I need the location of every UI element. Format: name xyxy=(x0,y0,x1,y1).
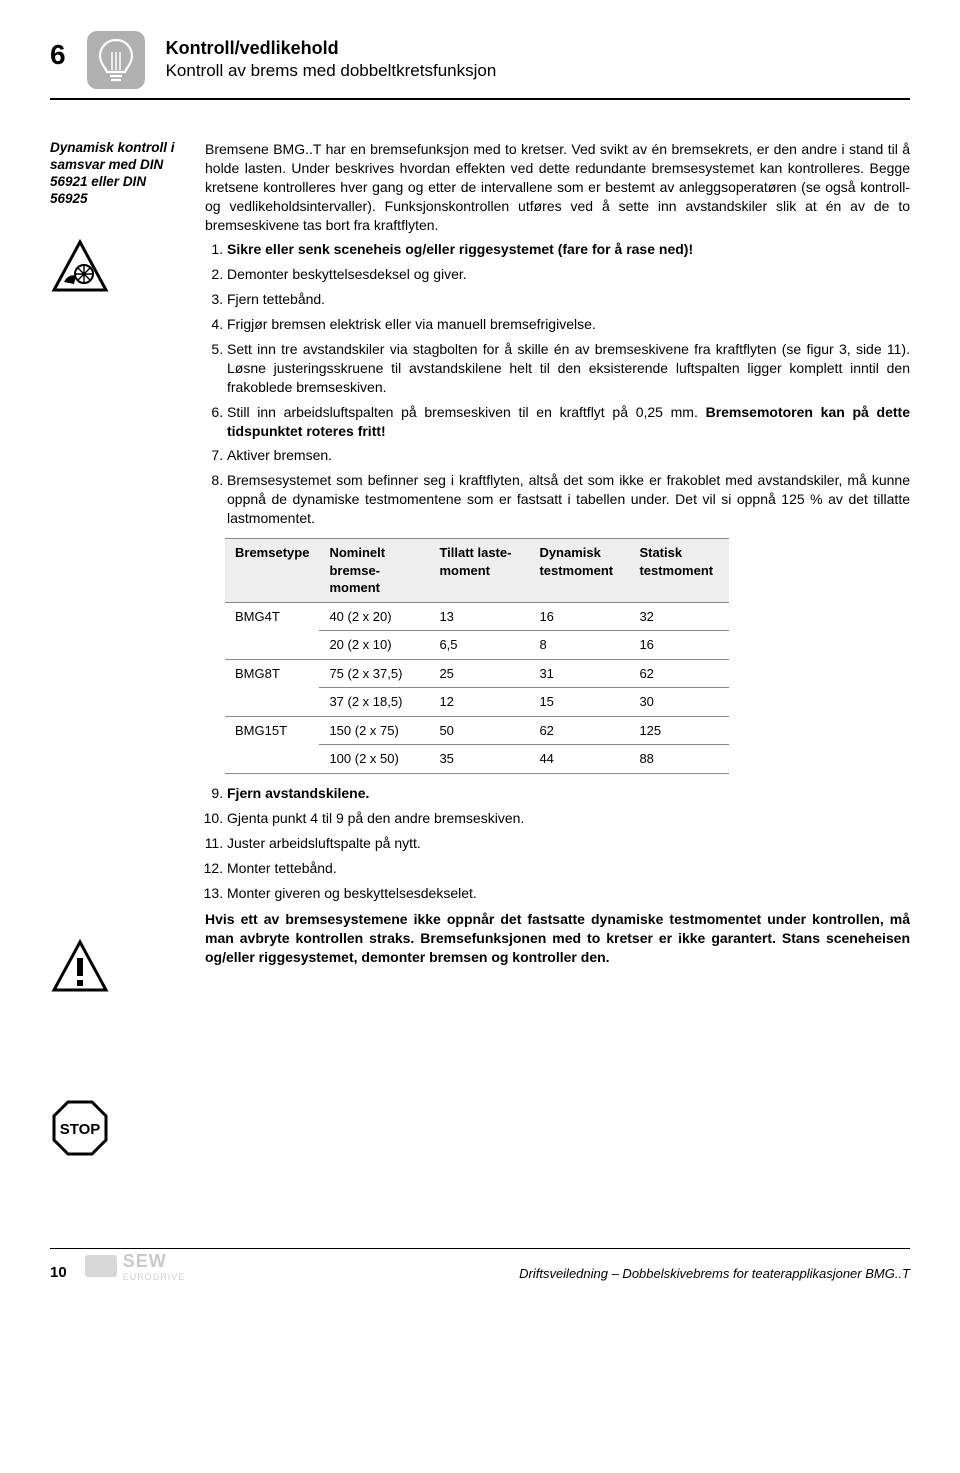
hand-warning-icon xyxy=(50,238,110,298)
caution-icon xyxy=(50,938,110,998)
stop-icon: STOP xyxy=(50,1098,110,1158)
svg-text:STOP: STOP xyxy=(60,1121,101,1138)
footer-text: Driftsveiledning – Dobbelskivebrems for … xyxy=(519,1265,910,1283)
page-number: 10 xyxy=(50,1263,67,1283)
steps-list-2: Fjern avstandskilene. Gjenta punkt 4 til… xyxy=(205,784,910,902)
table-row: BMG8T 75 (2 x 37,5) 25 31 62 xyxy=(225,659,729,688)
step-5: Sett inn tre avstandskiler via stagbolte… xyxy=(227,340,910,397)
content-row: Dynamisk kontroll i samsvar med DIN 5692… xyxy=(50,140,910,1198)
col-load: Tillatt laste-moment xyxy=(429,539,529,603)
brake-table: Bremsetype Nominelt bremse-moment Tillat… xyxy=(225,538,729,774)
table-header-row: Bremsetype Nominelt bremse-moment Tillat… xyxy=(225,539,729,603)
sidebar: Dynamisk kontroll i samsvar med DIN 5692… xyxy=(50,140,205,1198)
step-9: Fjern avstandskilene. xyxy=(227,784,910,803)
col-type: Bremsetype xyxy=(225,539,319,603)
lightbulb-icon xyxy=(86,30,146,90)
page-header: 6 Kontroll/vedlikehold Kontroll av brems… xyxy=(50,30,910,100)
col-dynamic: Dynamisk testmoment xyxy=(529,539,629,603)
step-3: Fjern tettebånd. xyxy=(227,290,910,309)
sidebar-heading: Dynamisk kontroll i samsvar med DIN 5692… xyxy=(50,140,187,208)
table-row: BMG15T 150 (2 x 75) 50 62 125 xyxy=(225,716,729,745)
step-11: Juster arbeidsluftspalte på nytt. xyxy=(227,834,910,853)
step-13: Monter giveren og beskyttelsesdekselet. xyxy=(227,884,910,903)
page-footer: 10 SEW EURODRIVE Driftsveiledning – Dobb… xyxy=(50,1248,910,1283)
logo-mark-icon xyxy=(85,1255,117,1277)
sew-logo: SEW EURODRIVE xyxy=(85,1249,186,1283)
header-titles: Kontroll/vedlikehold Kontroll av brems m… xyxy=(166,30,497,83)
header-title: Kontroll/vedlikehold xyxy=(166,36,497,60)
chapter-number: 6 xyxy=(50,30,66,74)
step-7: Aktiver bremsen. xyxy=(227,446,910,465)
step-2: Demonter beskyttelsesdeksel og giver. xyxy=(227,265,910,284)
main-content: Bremsene BMG..T har en bremsefunksjon me… xyxy=(205,140,910,1198)
step-4: Frigjør bremsen elektrisk eller via manu… xyxy=(227,315,910,334)
col-static: Statisk testmoment xyxy=(629,539,729,603)
step-1: Sikre eller senk sceneheis og/eller rigg… xyxy=(227,240,910,259)
header-subtitle: Kontroll av brems med dobbeltkretsfunksj… xyxy=(166,60,497,83)
col-nominal: Nominelt bremse-moment xyxy=(319,539,429,603)
step-6: Still inn arbeidsluftspalten på bremsesk… xyxy=(227,403,910,441)
table-row: BMG4T 40 (2 x 20) 13 16 32 xyxy=(225,602,729,631)
step-10: Gjenta punkt 4 til 9 på den andre bremse… xyxy=(227,809,910,828)
step-12: Monter tettebånd. xyxy=(227,859,910,878)
steps-list: Sikre eller senk sceneheis og/eller rigg… xyxy=(205,240,910,528)
intro-paragraph: Bremsene BMG..T har en bremsefunksjon me… xyxy=(205,140,910,234)
closing-paragraph: Hvis ett av bremsesystemene ikke oppnår … xyxy=(205,910,910,967)
step-8: Bremsesystemet som befinner seg i kraftf… xyxy=(227,471,910,528)
